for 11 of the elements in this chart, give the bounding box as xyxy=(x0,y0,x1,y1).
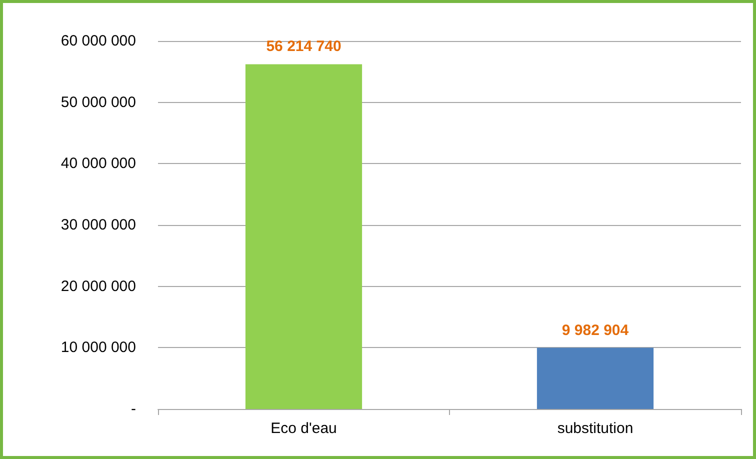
y-tick-label: 10 000 000 xyxy=(60,339,136,356)
y-tick-label: 60 000 000 xyxy=(60,32,136,50)
x-tick-label: Eco d'eau xyxy=(270,420,337,437)
y-tick-label: 20 000 000 xyxy=(60,278,136,295)
x-tick-label: substitution xyxy=(557,420,634,437)
y-tick-label: 40 000 000 xyxy=(60,155,136,172)
y-tick-label: - xyxy=(131,400,136,418)
y-tick-label: 50 000 000 xyxy=(60,94,136,111)
data-label: 56 214 740 xyxy=(266,38,342,56)
y-tick-label: 30 000 000 xyxy=(60,216,136,234)
data-label: 9 982 904 xyxy=(562,322,630,339)
